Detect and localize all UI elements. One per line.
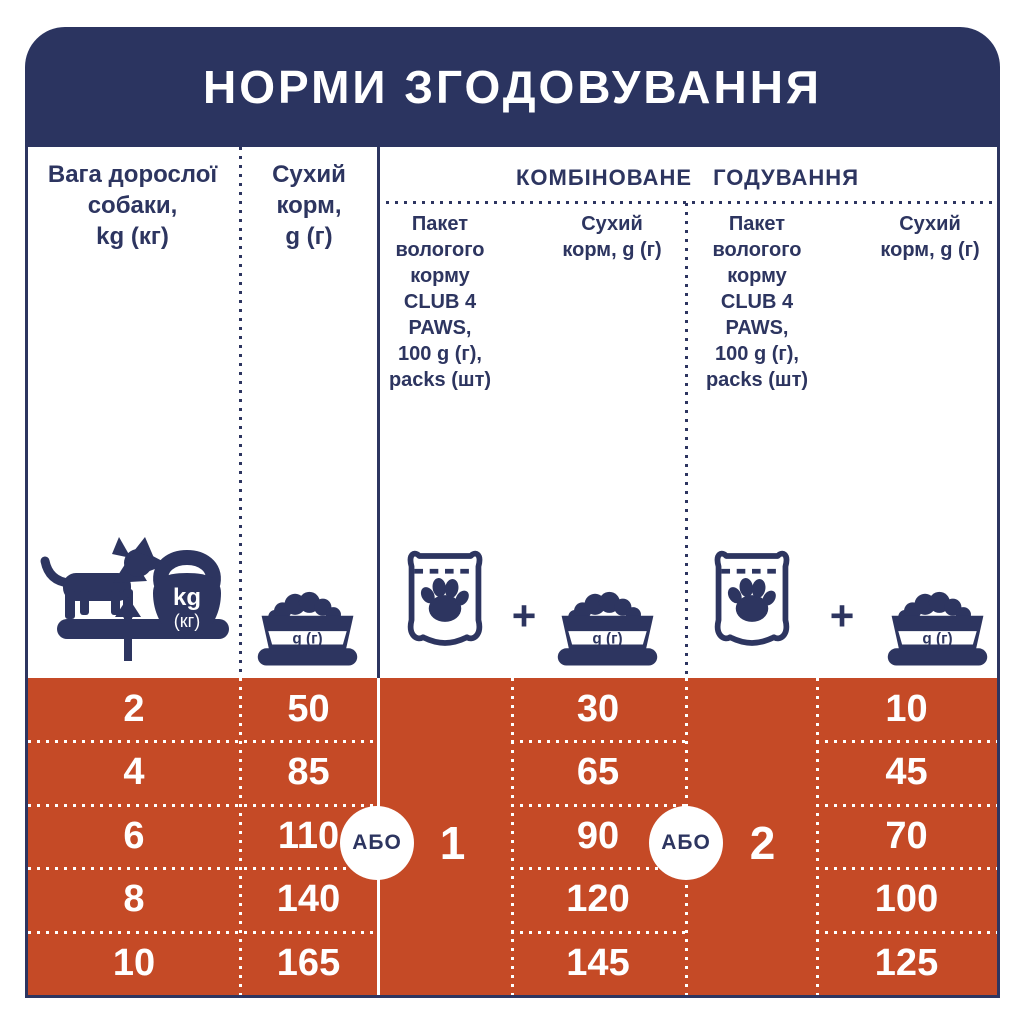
column-divider: [685, 203, 688, 678]
dry-food-bowl-icon: g (г): [257, 591, 358, 666]
combo2-dry-value: 10: [885, 688, 928, 730]
dry-food-bowl-icon: g (г): [887, 591, 988, 666]
row-divider: [816, 931, 997, 934]
bowl-grams-label: g (г): [592, 631, 622, 648]
table-row: 8 140 120 100: [25, 868, 1000, 931]
plus-icon: +: [511, 592, 537, 639]
row-divider: [28, 804, 377, 807]
row-divider: [511, 804, 685, 807]
combo2-dry-value: 45: [885, 751, 928, 793]
combo1-dry-value: 90: [576, 815, 620, 857]
pack-count-2: 2: [749, 816, 776, 869]
pack-count-1: 1: [439, 816, 466, 869]
table-row: 6 110 90 70: [25, 805, 1000, 868]
dry-value: 110: [277, 815, 340, 857]
combo1-dry-value: 120: [566, 878, 630, 920]
page-title: НОРМИ ЗГОДОВУВАННЯ: [203, 61, 822, 113]
weight-value: 6: [123, 815, 145, 857]
feeding-table: Вага дорослої собаки, kg (кг) Сухий корм…: [25, 147, 1000, 998]
table-border-bottom: [25, 995, 1000, 998]
combo2-dry-value: 125: [874, 942, 939, 984]
row-divider: [511, 867, 685, 870]
weight-value: 2: [123, 688, 145, 730]
or-badge: АБО: [340, 806, 414, 880]
row-divider: [816, 867, 997, 870]
row-divider: [28, 740, 377, 743]
row-divider: [28, 867, 377, 870]
table-border-left: [25, 147, 28, 998]
table-row: 4 85 65 45: [25, 741, 1000, 804]
col-header-combined: КОМБІНОВАНЕ ГОДУВАННЯ: [515, 165, 860, 190]
combo2-dry-value: 100: [874, 878, 939, 920]
dog-weight-scale-icon: kg (кг): [40, 537, 229, 661]
bowl-grams-label: g (г): [292, 631, 322, 648]
column-divider: [239, 147, 242, 678]
weight-value: 4: [123, 751, 145, 793]
dry-value: 85: [287, 751, 330, 793]
plus-icon: +: [829, 592, 855, 639]
subheader-wet-pack-1: Пакет вологого корму CLUB 4 PAWS, 100 g …: [388, 213, 492, 391]
table-row: 10 165 145 125: [25, 932, 1000, 995]
column-divider: [816, 678, 819, 995]
subheader-dry-1: Сухий корм, g (г): [562, 213, 662, 261]
column-divider: [239, 678, 242, 995]
wet-food-pouch-icon: [407, 550, 483, 646]
column-divider: [511, 678, 514, 995]
table-border-right: [997, 147, 1000, 998]
row-divider: [816, 804, 997, 807]
subheader-dry-2: Сухий корм, g (г): [880, 213, 980, 261]
table-row: 2 50 30 10: [25, 678, 1000, 741]
or-badge: АБО: [649, 806, 723, 880]
row-divider: [511, 740, 685, 743]
paw-print-icon: [727, 578, 776, 622]
combo1-dry-value: 65: [576, 751, 620, 793]
dry-value: 165: [276, 942, 341, 984]
banner: НОРМИ ЗГОДОВУВАННЯ: [25, 27, 1000, 147]
dry-value: 140: [276, 878, 341, 920]
weight-value: 8: [123, 878, 145, 920]
wet-food-pouch-icon: [714, 550, 790, 646]
combo1-dry-value: 145: [566, 942, 630, 984]
col-header-weight: Вага дорослої собаки, kg (кг): [47, 161, 218, 250]
kettlebell-kg-sublabel: (кг): [174, 611, 200, 631]
weight-value: 10: [112, 942, 156, 984]
combo1-dry-value: 30: [576, 688, 620, 730]
paw-print-icon: [420, 578, 469, 622]
bowl-grams-label: g (г): [922, 631, 952, 648]
row-divider: [511, 931, 685, 934]
combined-header-divider: [377, 201, 997, 204]
kettlebell-kg-label: kg: [173, 584, 201, 611]
subheader-wet-pack-2: Пакет вологого корму CLUB 4 PAWS, 100 g …: [705, 213, 809, 391]
row-divider: [28, 931, 377, 934]
column-divider: [377, 147, 380, 678]
dry-value: 50: [287, 688, 330, 730]
combo2-dry-value: 70: [885, 815, 928, 857]
col-header-dry: Сухий корм, g (г): [272, 161, 346, 250]
row-divider: [816, 740, 997, 743]
dry-food-bowl-icon: g (г): [557, 591, 658, 666]
